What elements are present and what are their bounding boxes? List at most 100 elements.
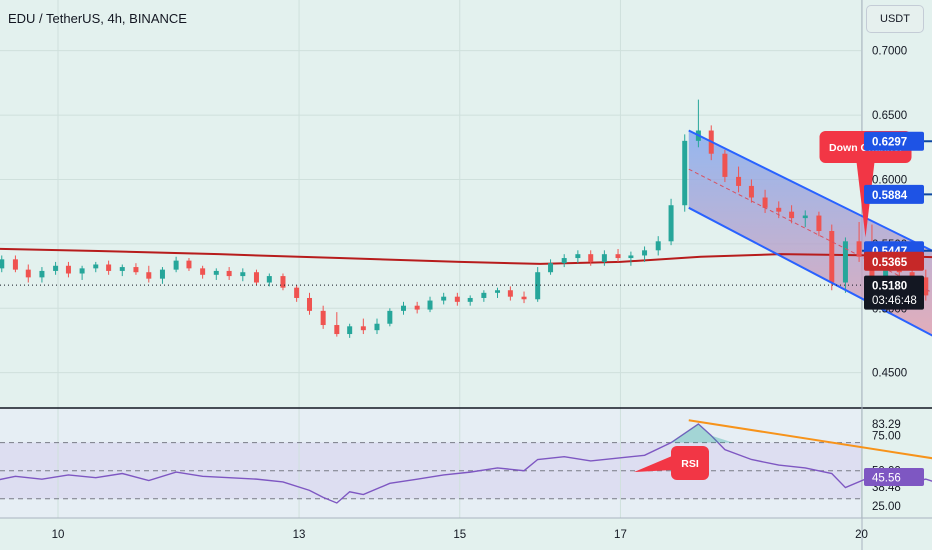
- candle-body: [789, 211, 795, 219]
- time-tick-label: 20: [855, 529, 868, 541]
- symbol-title: EDU / TetherUS, 4h, BINANCE: [8, 11, 187, 26]
- rsi-trendline: [688, 419, 932, 460]
- rsi-axis-label: 83.29: [872, 419, 901, 431]
- candle-body: [159, 269, 165, 279]
- candle-body: [655, 241, 661, 251]
- candle-body: [776, 207, 782, 212]
- rsi-callout-label: RSI: [681, 458, 699, 470]
- candle-body: [306, 297, 312, 311]
- candle-body: [200, 268, 206, 275]
- time-tick-label: 15: [453, 529, 466, 541]
- candle-body: [414, 305, 420, 310]
- candle-body: [133, 267, 139, 273]
- candle-body: [521, 296, 527, 300]
- target-price-tag-1: 0.6297: [872, 137, 907, 149]
- candle-body: [588, 254, 594, 262]
- candle-body: [481, 292, 487, 298]
- candle-body: [186, 260, 192, 269]
- candle-body: [454, 296, 460, 302]
- candle-body: [802, 215, 808, 219]
- candle-body: [0, 259, 5, 269]
- rsi-callout-pointer: [634, 456, 672, 472]
- candle-body: [25, 269, 31, 278]
- channel-upper-line: [688, 129, 932, 252]
- candle-body: [12, 259, 18, 270]
- rsi-axis-label: 25.00: [872, 501, 901, 513]
- candle-body: [829, 230, 835, 283]
- candle-body: [253, 272, 259, 283]
- candle-body: [320, 310, 326, 326]
- candle-body: [106, 264, 112, 271]
- rsi-overbought-fill: [664, 424, 733, 443]
- candle-body: [441, 296, 447, 301]
- candle-body: [213, 270, 219, 275]
- candle-body: [668, 205, 674, 242]
- candle-body: [93, 264, 99, 269]
- candle-body: [427, 300, 433, 310]
- candle-body: [240, 272, 246, 277]
- price-tick-label: 0.7000: [872, 46, 907, 58]
- candle-body: [535, 272, 541, 300]
- candle-body: [507, 290, 513, 297]
- candle-body: [173, 260, 179, 270]
- candle-body: [495, 290, 501, 293]
- candle-body: [146, 272, 152, 279]
- candle-body: [615, 254, 621, 259]
- candle-body: [628, 255, 634, 259]
- rsi-current-tag: 45.56: [872, 472, 901, 484]
- ma-price-tag: 0.5365: [872, 257, 908, 269]
- last-price-tag: 0.5180: [872, 281, 907, 293]
- last-price-tag-bg: [864, 275, 924, 310]
- candle-body: [748, 185, 754, 198]
- candle-body: [360, 326, 366, 331]
- candle-body: [65, 265, 71, 274]
- ma-price-tag-bg: [864, 251, 924, 271]
- time-tick-label: 13: [293, 529, 306, 541]
- candle-body: [334, 325, 340, 335]
- target-price-tag-1-bg: [864, 131, 924, 151]
- price-tick-label: 0.6500: [872, 110, 907, 122]
- candle-body: [762, 197, 768, 208]
- last-price-tag-countdown: 03:46:48: [872, 295, 917, 307]
- candle-body: [119, 267, 125, 271]
- price-tick-label: 0.6000: [872, 174, 907, 186]
- candle-body: [842, 241, 848, 283]
- candle-body: [266, 276, 272, 283]
- rsi-band: [0, 442, 862, 499]
- currency-button[interactable]: USDT: [866, 5, 924, 33]
- rsi-axis-label: 75.00: [872, 431, 901, 443]
- price-tick-label: 0.4500: [872, 368, 907, 380]
- target-price-tag-2-bg: [864, 184, 924, 204]
- target-price-tag-2: 0.5884: [872, 190, 908, 202]
- time-tick-label: 10: [52, 529, 65, 541]
- moving-average-line: [0, 247, 932, 265]
- candle-body: [575, 254, 581, 259]
- candle-body: [816, 215, 822, 231]
- channel-lower-line: [688, 206, 932, 337]
- rsi-current-tag-bg: [864, 467, 924, 486]
- candle-body: [401, 305, 407, 311]
- candle-body: [601, 254, 607, 262]
- candle-body: [722, 153, 728, 177]
- candle-body: [79, 268, 85, 274]
- candle-body: [909, 272, 915, 278]
- candle-body: [856, 241, 862, 257]
- candle-body: [387, 310, 393, 324]
- time-tick-label: 17: [614, 529, 627, 541]
- candle-body: [736, 176, 742, 186]
- candle-body: [548, 263, 554, 273]
- candle-body: [642, 250, 648, 256]
- candle-body: [467, 297, 473, 302]
- candle-body: [561, 258, 567, 264]
- candle-body: [347, 326, 353, 335]
- candle-body: [923, 277, 929, 296]
- rsi-callout: [671, 446, 709, 480]
- candle-body: [280, 276, 286, 288]
- candle-body: [39, 270, 45, 278]
- candle-body: [53, 265, 59, 271]
- candle-body: [226, 270, 232, 277]
- rsi-line: [0, 423, 932, 504]
- candle-body: [682, 140, 688, 206]
